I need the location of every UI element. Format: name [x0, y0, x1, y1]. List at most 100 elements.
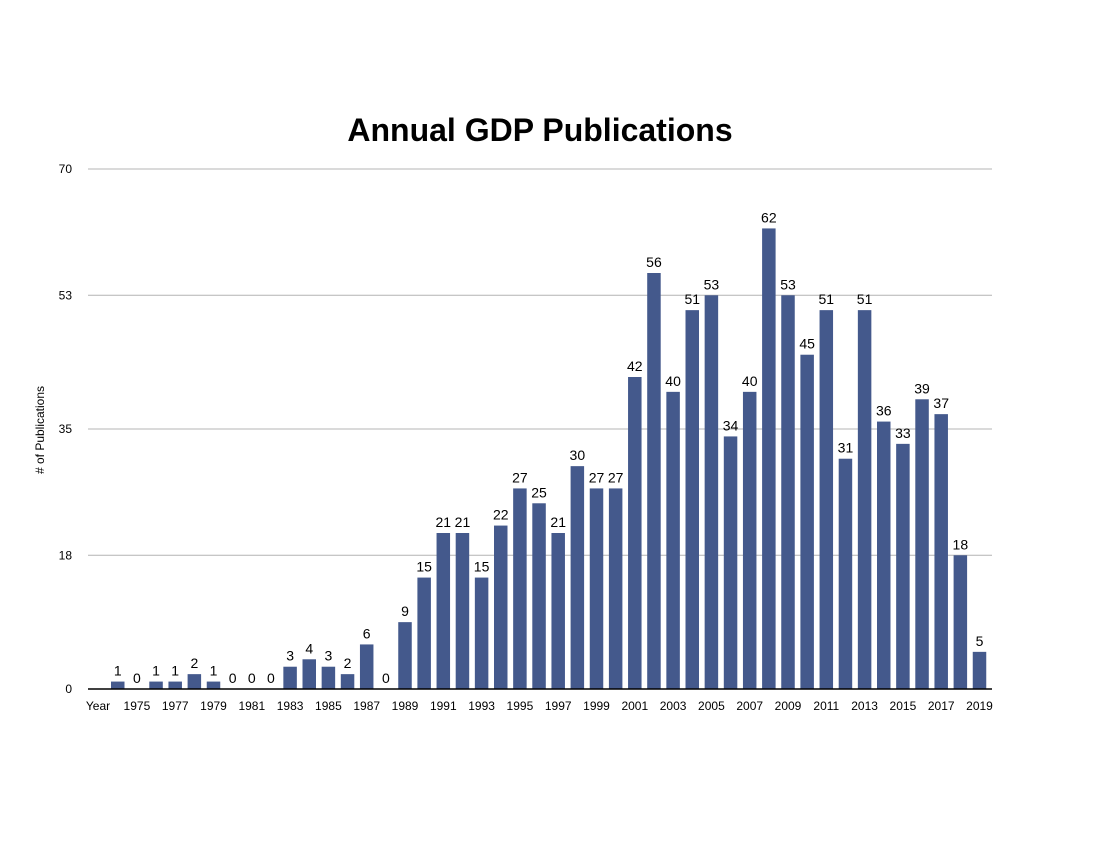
x-tick-label: 1997: [545, 699, 572, 713]
x-tick-label: 2009: [775, 699, 802, 713]
bar: [149, 681, 163, 689]
bar-value-label: 56: [646, 254, 662, 270]
bar: [168, 681, 182, 689]
bar: [781, 295, 795, 689]
x-axis-label: Year: [86, 699, 110, 713]
bar-value-label: 25: [531, 484, 547, 500]
bar: [934, 414, 948, 689]
x-tick-label: 2013: [851, 699, 878, 713]
bar-value-label: 0: [229, 670, 237, 686]
bar-value-label: 1: [171, 663, 179, 679]
bar-value-label: 0: [382, 670, 390, 686]
x-tick-label: 1991: [430, 699, 457, 713]
bar: [800, 354, 814, 689]
x-tick-label: 1975: [124, 699, 151, 713]
bar-value-label: 27: [512, 469, 528, 485]
bar: [704, 295, 719, 689]
bar-value-label: 0: [248, 670, 256, 686]
bar: [111, 681, 125, 689]
bar: [742, 391, 757, 689]
bar: [953, 555, 968, 689]
x-tick-label: 2019: [966, 699, 993, 713]
bar-value-label: 18: [953, 536, 969, 552]
bar-value-label: 22: [493, 507, 509, 523]
x-tick-label: 2003: [660, 699, 687, 713]
bar-value-label: 1: [114, 663, 122, 679]
x-tick-label: 1983: [277, 699, 304, 713]
x-tick-label: 1989: [392, 699, 419, 713]
bar-value-label: 33: [895, 425, 911, 441]
x-tick-label: 2015: [890, 699, 917, 713]
bar-value-label: 36: [876, 403, 892, 419]
bars: [111, 228, 987, 689]
bar-value-label: 51: [684, 291, 700, 307]
bar-value-label: 42: [627, 358, 643, 374]
bar: [723, 436, 738, 689]
bar: [896, 443, 910, 689]
bar-value-label: 45: [799, 336, 815, 352]
x-tick-label: 2005: [698, 699, 725, 713]
x-tick-label: 1993: [468, 699, 495, 713]
x-tick-labels: Year 1975 1977 1979 1981 1983 1985 1987 1989 1991…: [86, 699, 993, 713]
bar-value-label: 30: [570, 447, 586, 463]
x-tick-label: 2001: [621, 699, 648, 713]
bar-value-label: 5: [976, 633, 984, 649]
bar-value-label: 2: [344, 655, 352, 671]
bar: [455, 533, 470, 689]
x-tick-label: 1999: [583, 699, 610, 713]
bar: [915, 399, 929, 689]
bar: [762, 228, 776, 689]
bar: [532, 503, 546, 689]
x-tick-label: 1987: [353, 699, 380, 713]
bar-value-label: 62: [761, 209, 777, 225]
bar: [494, 525, 508, 689]
bar-value-label: 3: [286, 648, 294, 664]
bar: [570, 466, 585, 689]
bar: [819, 310, 834, 689]
bar-value-label: 27: [608, 469, 624, 485]
bar-value-label: 39: [914, 380, 930, 396]
bar: [647, 273, 661, 689]
bar: [551, 533, 565, 689]
bar-value-label: 1: [210, 663, 218, 679]
bar: [877, 421, 891, 689]
bar-value-label: 15: [416, 559, 432, 575]
bar: [474, 577, 489, 689]
bar-value-label: 40: [665, 373, 681, 389]
bar-value-label: 53: [704, 276, 720, 292]
bar-value-label: 21: [550, 514, 566, 530]
bar: [608, 488, 623, 689]
x-tick-label: 1985: [315, 699, 342, 713]
bar: [857, 310, 872, 689]
bar-value-label: 2: [190, 655, 198, 671]
x-tick-label: 2011: [813, 699, 839, 713]
bar: [187, 674, 202, 689]
bar-value-label: 51: [857, 291, 873, 307]
y-tick-label: 53: [59, 288, 73, 302]
y-tick-labels: 0 18 35 53 70: [59, 162, 73, 696]
x-tick-label: 1979: [200, 699, 227, 713]
bar: [666, 391, 680, 689]
bar-value-label: 3: [325, 648, 333, 664]
bar-value-label: 1: [152, 663, 160, 679]
bar: [436, 533, 451, 689]
y-tick-label: 0: [65, 682, 72, 696]
bar-value-label: 53: [780, 276, 796, 292]
bar: [417, 577, 431, 689]
bar: [302, 659, 316, 689]
bar: [359, 644, 374, 689]
bar: [321, 666, 336, 689]
bar-value-label: 4: [305, 640, 313, 656]
x-tick-label: 2007: [736, 699, 763, 713]
bar-value-label: 40: [742, 373, 758, 389]
x-tick-label: 1977: [162, 699, 189, 713]
bar-value-label: 34: [723, 417, 739, 433]
bar-value-label: 27: [589, 469, 605, 485]
bar: [340, 674, 355, 689]
bar-value-label: 15: [474, 559, 490, 575]
bar-value-label: 9: [401, 603, 409, 619]
bar-value-label: 0: [133, 670, 141, 686]
bar-value-label: 21: [436, 514, 452, 530]
bar-value-label: 21: [455, 514, 471, 530]
